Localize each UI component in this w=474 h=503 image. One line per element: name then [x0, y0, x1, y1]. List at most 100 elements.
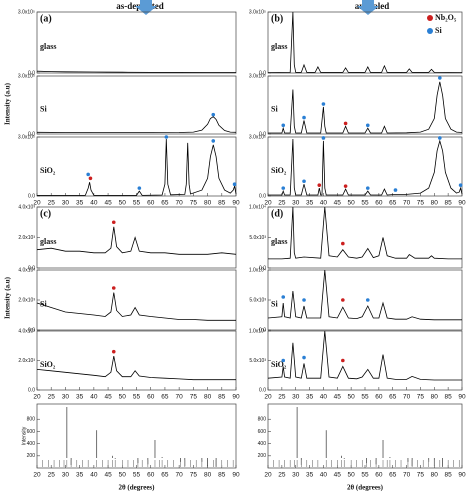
x-tick-label: 70 [176, 394, 184, 401]
phase-marker [88, 176, 93, 181]
plot-frame [36, 136, 237, 197]
phase-marker [393, 188, 398, 192]
x-tick-label: 75 [417, 472, 425, 479]
y-tick-label: 2.0x10³ [18, 358, 35, 364]
xrd-curve [268, 206, 462, 260]
phase-marker [232, 182, 237, 186]
x-tick-label: 40 [320, 200, 328, 207]
phase-marker [343, 184, 348, 188]
x-tick-label: 20 [264, 394, 272, 401]
x-tick-label: 50 [119, 200, 127, 207]
panel-label: (d) [271, 208, 283, 219]
sample-label: Si [271, 104, 278, 113]
y-axis-label: Intensity (a.u) [4, 82, 12, 125]
phase-marker [321, 136, 326, 140]
x-tick-label: 35 [306, 472, 314, 479]
plot-frame [267, 206, 463, 269]
x-tick-label: 60 [375, 394, 383, 401]
y-tick-label: 0.0 [28, 327, 35, 333]
xrd-curve [268, 81, 463, 134]
y-tick-label: 800 [27, 417, 36, 423]
plot-frame [36, 269, 237, 331]
x-tick-label: 60 [147, 472, 155, 479]
x-tick-label: 90 [232, 394, 240, 401]
x-tick-label: 30 [292, 472, 300, 479]
phase-marker [302, 298, 306, 302]
y-tick-label: 0.0 [259, 131, 266, 137]
sample-label: SiO₂ [40, 166, 56, 175]
phase-marker [281, 186, 286, 190]
panel-label: (b) [271, 13, 283, 24]
xrd-curve [267, 11, 463, 73]
sample-label: Si [40, 300, 47, 309]
y-tick-label: 0.0 [28, 193, 35, 199]
x-tick-label: 45 [334, 472, 342, 479]
y-tick-label: 3.0x10⁵ [249, 9, 266, 15]
plot-frame [267, 136, 463, 197]
phase-marker [343, 121, 348, 126]
y-tick-label: 800 [258, 417, 267, 423]
x-axis-label: 2θ (degrees) [119, 484, 156, 492]
phase-marker [438, 136, 442, 140]
x-tick-label: 30 [292, 394, 300, 401]
sample-label: glass [271, 42, 287, 51]
x-tick-label: 25 [48, 200, 56, 207]
y-tick-label: 4.0x10³ [18, 328, 35, 334]
x-tick-label: 30 [62, 200, 70, 207]
x-tick-label: 55 [133, 200, 141, 207]
y-tick-label: 3.0x10⁵ [18, 134, 35, 140]
x-tick-label: 25 [278, 394, 286, 401]
y-tick-label: 4.0x10³ [18, 267, 35, 273]
x-tick-label: 25 [48, 394, 56, 401]
x-tick-label: 35 [306, 394, 314, 401]
x-tick-label: 75 [190, 472, 198, 479]
x-tick-label: 20 [264, 472, 272, 479]
sample-label: SiO₂ [271, 360, 287, 369]
y-axis-label: Intensity [21, 426, 27, 445]
x-tick-label: 65 [389, 472, 397, 479]
x-tick-label: 45 [334, 394, 342, 401]
y-tick-label: 200 [27, 453, 36, 459]
x-tick-label: 60 [147, 200, 155, 207]
plot-frame [267, 75, 463, 135]
y-tick-label: 200 [258, 453, 267, 459]
xrd-curve [37, 138, 237, 196]
legend-marker [427, 15, 433, 21]
x-tick-label: 55 [133, 472, 141, 479]
xrd-curve [36, 226, 237, 255]
x-tick-label: 20 [33, 472, 41, 479]
x-tick-label: 80 [431, 394, 439, 401]
x-tick-label: 50 [348, 472, 356, 479]
x-tick-label: 40 [90, 394, 98, 401]
phase-marker [341, 358, 345, 363]
y-tick-label: 5.0x10³ [249, 358, 266, 364]
x-tick-label: 90 [232, 472, 240, 479]
x-tick-label: 85 [445, 394, 453, 401]
x-tick-label: 45 [334, 200, 342, 207]
phase-marker [341, 241, 345, 246]
y-tick-label: 0.0 [259, 193, 266, 199]
x-tick-label: 75 [190, 394, 198, 401]
x-tick-label: 45 [104, 472, 112, 479]
plot-frame [36, 11, 237, 74]
x-tick-label: 70 [176, 200, 184, 207]
y-tick-label: 1.0x10⁴ [249, 267, 266, 273]
y-tick-label: 0.0 [28, 70, 35, 76]
phase-marker [365, 298, 370, 302]
x-tick-label: 60 [375, 472, 383, 479]
phase-marker [321, 102, 326, 106]
x-tick-label: 40 [90, 200, 98, 207]
plot-frame [267, 330, 463, 391]
phase-marker [302, 355, 306, 360]
sample-label: Si [271, 300, 278, 309]
x-tick-label: 85 [218, 394, 226, 401]
plot-frame [36, 206, 237, 269]
x-tick-label: 50 [348, 394, 356, 401]
x-tick-label: 80 [431, 472, 439, 479]
x-tick-label: 85 [445, 200, 453, 207]
y-tick-label: 600 [258, 429, 267, 435]
sample-label: SiO₂ [271, 166, 287, 175]
legend-label: Si [435, 26, 442, 35]
x-tick-label: 20 [33, 394, 41, 401]
